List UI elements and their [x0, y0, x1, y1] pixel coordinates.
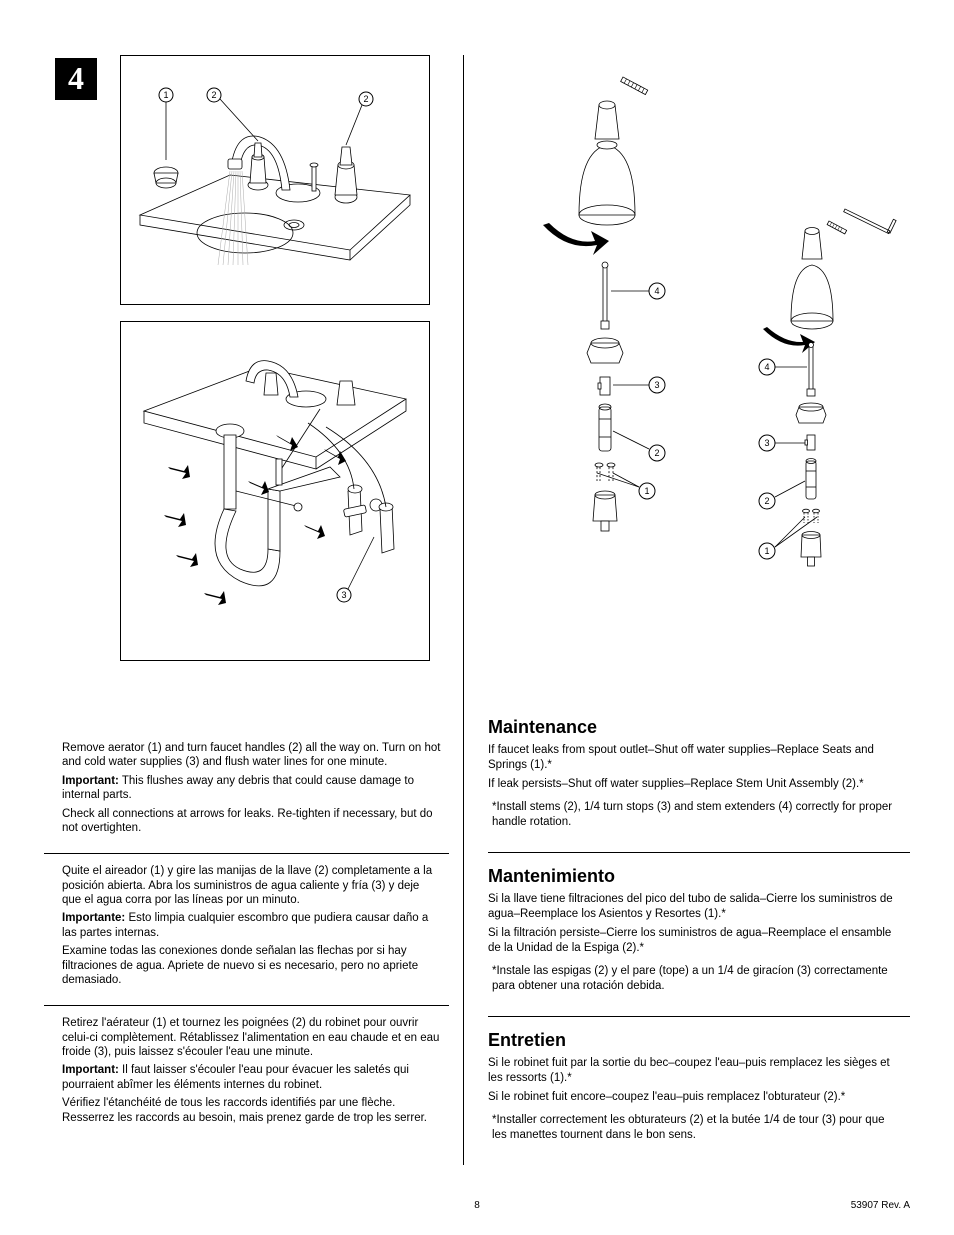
maintenance-title-es: Mantenimiento	[488, 865, 902, 888]
svg-text:1: 1	[764, 546, 769, 556]
svg-text:2: 2	[764, 496, 769, 506]
doc-revision: 53907 Rev. A	[851, 1200, 910, 1211]
instr-es-p1: Quite el aireador (1) y gire las manijas…	[62, 864, 441, 907]
maintenance-spanish: Mantenimiento Si la llave tiene filtraci…	[488, 853, 910, 1017]
svg-text:3: 3	[341, 590, 346, 600]
right-column: 4 3	[464, 55, 910, 1165]
instructions-spanish: Quite el aireador (1) y gire las manijas…	[44, 854, 449, 1006]
maint-fr-note: *Installer correctement les obturateurs …	[488, 1113, 902, 1143]
page-layout: 1 2 2	[44, 55, 910, 1165]
maint-es-note: *Instale las espigas (2) y el pare (tope…	[488, 964, 902, 994]
maint-en-p1: If faucet leaks from spout outlet–Shut o…	[488, 743, 902, 773]
step-number-badge: 4	[55, 58, 97, 100]
svg-text:4: 4	[764, 362, 769, 372]
instr-en-important: Important: This flushes away any debris …	[62, 774, 441, 803]
instr-fr-p1: Retirez l'aérateur (1) et tournez les po…	[62, 1016, 441, 1059]
svg-text:2: 2	[363, 94, 368, 104]
maintenance-english: Maintenance If faucet leaks from spout o…	[488, 704, 910, 853]
figure-faucet-flushing: 1 2 2	[120, 55, 430, 305]
instr-es-important: Importante: Esto limpia cualquier escomb…	[62, 911, 441, 940]
svg-text:2: 2	[654, 448, 659, 458]
svg-text:1: 1	[644, 486, 649, 496]
instr-en-p2: Check all connections at arrows for leak…	[62, 807, 441, 836]
maint-es-p1: Si la llave tiene filtraciones del pico …	[488, 892, 902, 922]
instructions-english: Remove aerator (1) and turn faucet handl…	[44, 731, 449, 854]
maint-en-note: *Install stems (2), 1/4 turn stops (3) a…	[488, 800, 902, 830]
maint-en-p2: If leak persists–Shut off water supplies…	[488, 777, 902, 792]
svg-text:2: 2	[211, 90, 216, 100]
page-number: 8	[474, 1200, 480, 1211]
maintenance-title-en: Maintenance	[488, 716, 902, 739]
figure-undersink-connections: 3	[120, 321, 430, 661]
instr-es-p2: Examine todas las conexiones donde señal…	[62, 944, 441, 987]
figure-stem-exploded: 4 3	[488, 55, 910, 675]
instructions-french: Retirez l'aérateur (1) et tournez les po…	[44, 1006, 449, 1143]
maint-fr-p2: Si le robinet fuit encore–coupez l'eau–p…	[488, 1090, 902, 1105]
svg-text:3: 3	[654, 380, 659, 390]
svg-text:3: 3	[764, 438, 769, 448]
page-footer: 8 53907 Rev. A	[44, 1200, 910, 1211]
instr-fr-important: Important: Il faut laisser s'écouler l'e…	[62, 1063, 441, 1092]
svg-text:1: 1	[163, 90, 168, 100]
left-column: 1 2 2	[44, 55, 464, 1165]
instr-en-p1: Remove aerator (1) and turn faucet handl…	[62, 741, 441, 770]
maintenance-french: Entretien Si le robinet fuit par la sort…	[488, 1017, 910, 1165]
instr-fr-p2: Vérifiez l'étanchéité de tous les raccor…	[62, 1096, 441, 1125]
maintenance-title-fr: Entretien	[488, 1029, 902, 1052]
svg-text:4: 4	[654, 286, 659, 296]
maint-es-p2: Si la filtración persiste–Cierre los sum…	[488, 926, 902, 956]
maint-fr-p1: Si le robinet fuit par la sortie du bec–…	[488, 1056, 902, 1086]
